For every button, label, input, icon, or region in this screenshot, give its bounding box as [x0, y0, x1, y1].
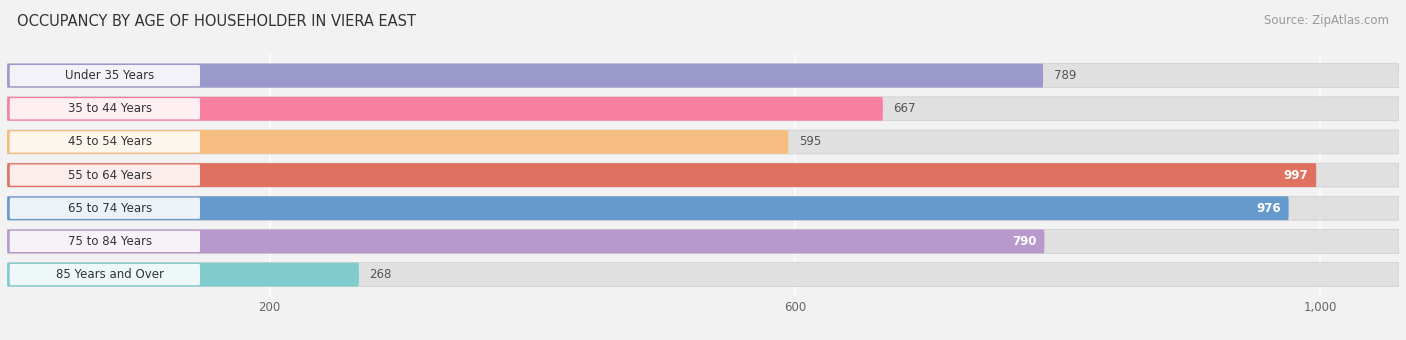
- FancyBboxPatch shape: [7, 130, 789, 154]
- FancyBboxPatch shape: [7, 163, 1399, 187]
- Text: 667: 667: [893, 102, 915, 115]
- FancyBboxPatch shape: [7, 130, 1399, 154]
- Text: OCCUPANCY BY AGE OF HOUSEHOLDER IN VIERA EAST: OCCUPANCY BY AGE OF HOUSEHOLDER IN VIERA…: [17, 14, 416, 29]
- Text: 789: 789: [1053, 69, 1076, 82]
- Text: Under 35 Years: Under 35 Years: [66, 69, 155, 82]
- FancyBboxPatch shape: [10, 165, 200, 186]
- Text: 790: 790: [1012, 235, 1036, 248]
- FancyBboxPatch shape: [7, 196, 1399, 220]
- Text: 595: 595: [799, 135, 821, 149]
- FancyBboxPatch shape: [7, 64, 1399, 88]
- FancyBboxPatch shape: [7, 97, 1399, 121]
- Text: 65 to 74 Years: 65 to 74 Years: [67, 202, 152, 215]
- Text: 976: 976: [1256, 202, 1281, 215]
- FancyBboxPatch shape: [10, 98, 200, 119]
- Text: 85 Years and Over: 85 Years and Over: [56, 268, 165, 281]
- FancyBboxPatch shape: [7, 64, 1043, 88]
- FancyBboxPatch shape: [10, 65, 200, 86]
- FancyBboxPatch shape: [7, 163, 1316, 187]
- Text: 997: 997: [1284, 169, 1309, 182]
- Text: 75 to 84 Years: 75 to 84 Years: [67, 235, 152, 248]
- FancyBboxPatch shape: [10, 264, 200, 285]
- FancyBboxPatch shape: [7, 262, 359, 287]
- Text: 55 to 64 Years: 55 to 64 Years: [67, 169, 152, 182]
- Text: 35 to 44 Years: 35 to 44 Years: [67, 102, 152, 115]
- FancyBboxPatch shape: [10, 231, 200, 252]
- FancyBboxPatch shape: [7, 196, 1289, 220]
- Text: Source: ZipAtlas.com: Source: ZipAtlas.com: [1264, 14, 1389, 27]
- Text: 45 to 54 Years: 45 to 54 Years: [67, 135, 152, 149]
- Text: 268: 268: [370, 268, 392, 281]
- FancyBboxPatch shape: [10, 198, 200, 219]
- FancyBboxPatch shape: [7, 230, 1399, 253]
- FancyBboxPatch shape: [10, 131, 200, 153]
- FancyBboxPatch shape: [7, 262, 1399, 287]
- FancyBboxPatch shape: [7, 97, 883, 121]
- FancyBboxPatch shape: [7, 230, 1045, 253]
